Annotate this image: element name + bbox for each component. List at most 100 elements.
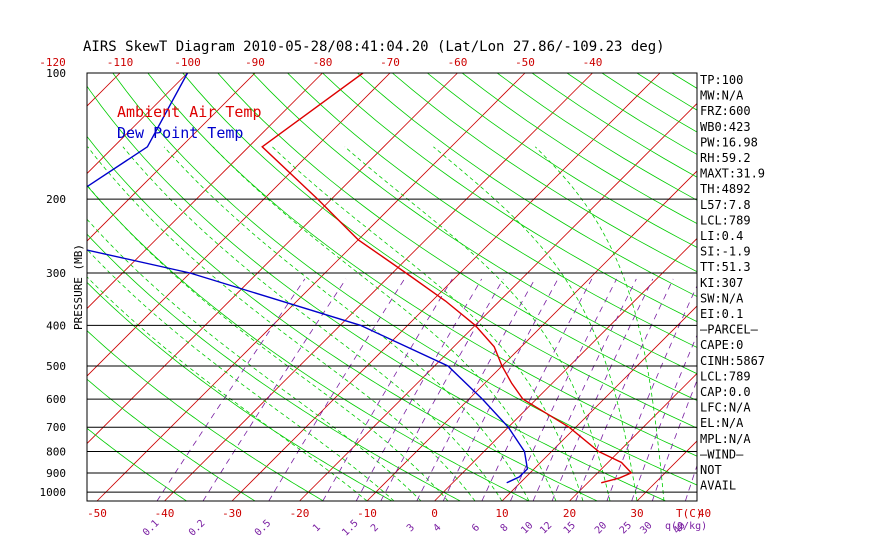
top-temp-tick-label: -40 (583, 56, 603, 69)
isotherm-line (87, 73, 458, 445)
dry-adiabat-line (182, 73, 697, 429)
plot-area (87, 73, 870, 501)
dry-adiabat-line (87, 427, 187, 501)
mixing-ratio-line (575, 278, 674, 501)
top-temp-tick-label: -100 (174, 56, 201, 69)
dry-adiabat-line (427, 73, 697, 248)
index-item: MPL:N/A (700, 432, 751, 446)
dry-adiabat-line (287, 73, 697, 348)
mixing-ratio-line (631, 334, 697, 501)
index-item: RH:59.2 (700, 151, 751, 165)
mixing-ratio-line (156, 278, 306, 501)
dry-adiabat-line (742, 73, 870, 501)
index-item: MAXT:31.9 (700, 167, 765, 181)
pressure-tick-label: 700 (46, 421, 66, 434)
index-item: MW:N/A (700, 89, 744, 103)
dry-adiabat-line (252, 73, 697, 375)
isotherm-line (96, 73, 526, 501)
isotherm-line (569, 372, 697, 501)
moist-adiabat-line (87, 146, 476, 501)
top-temp-tick-label: -80 (313, 56, 333, 69)
pressure-tick-label: 500 (46, 360, 66, 373)
index-item: CAPE:0 (700, 338, 743, 352)
index-item: EI:0.1 (700, 307, 743, 321)
index-item: LI:0.4 (700, 229, 743, 243)
bottom-temp-tick-label: 0 (431, 507, 438, 520)
dry-adiabat-line (217, 73, 697, 401)
mixing-ratio-line (416, 278, 536, 501)
mixing-ratio-label: 0.1 (141, 518, 162, 539)
mixing-ratio-label: 10 (519, 520, 535, 536)
dewpoint-temp-line (87, 73, 529, 484)
dry-adiabat-line (112, 73, 697, 486)
bottom-temp-tick-label: 20 (563, 507, 576, 520)
mixing-ratio-label: 20 (593, 520, 609, 536)
mixing-ratio-line (651, 379, 697, 501)
bottom-temp-tick-label: 30 (630, 507, 643, 520)
index-item: —PARCEL— (700, 323, 759, 337)
isotherm-line (501, 305, 697, 501)
isotherm-line (87, 73, 188, 175)
isotherm-line (87, 73, 323, 310)
mixing-ratio-label: 4 (431, 522, 443, 534)
dry-adiabat-line (847, 73, 870, 501)
mixing-ratio-label: 8 (499, 522, 511, 534)
y-axis-title: PRESSURE (MB) (72, 244, 85, 330)
legend-dewpoint: Dew Point Temp (117, 124, 243, 142)
index-item: —WIND— (700, 447, 744, 461)
dry-adiabat-line (87, 185, 530, 501)
mixing-ratio-label: 0.5 (253, 518, 274, 539)
index-item: TP:100 (700, 73, 743, 87)
isotherm-line (87, 73, 256, 242)
pressure-tick-label: 600 (46, 393, 66, 406)
legend-ambient: Ambient Air Temp (117, 103, 262, 121)
index-item: PW:16.98 (700, 135, 758, 149)
mixing-ratio-label: 0.2 (187, 518, 208, 539)
top-temp-tick-label: -70 (380, 56, 400, 69)
dry-adiabat-line (87, 233, 461, 501)
top-temp-tick-label: -50 (515, 56, 535, 69)
dry-adiabat-line (777, 73, 870, 501)
moist-adiabat-line (212, 146, 557, 501)
dry-adiabat-line (496, 73, 697, 201)
pressure-tick-label: 300 (46, 267, 66, 280)
bottom-temp-tick-label: -20 (290, 507, 310, 520)
top-temp-tick-label: -60 (448, 56, 468, 69)
isotherm-line (299, 102, 697, 501)
index-item: CINH:5867 (700, 354, 765, 368)
index-item: LCL:789 (700, 213, 751, 227)
moist-adiabat-line (87, 184, 449, 501)
mixing-ratio-label: 3 (405, 522, 417, 534)
mixing-ratio-line (481, 278, 593, 501)
dry-adiabat-line (87, 135, 598, 501)
mixing-ratio-line (202, 278, 347, 501)
pressure-tick-label: 400 (46, 319, 66, 332)
dry-adiabat-line (322, 73, 697, 323)
isotherm-line (87, 73, 121, 107)
index-item: WB0:423 (700, 120, 751, 134)
pressure-tick-label: 200 (46, 193, 66, 206)
index-item: CAP:0.0 (700, 385, 751, 399)
top-temp-tick-label: -110 (107, 56, 134, 69)
mixing-ratio-line (268, 278, 405, 501)
mixing-ratio-line (442, 278, 559, 501)
mixing-ratio-label: 1.5 (340, 518, 361, 539)
mixing-ratio-line (355, 278, 483, 501)
pressure-tick-label: 100 (46, 67, 66, 80)
index-item: TH:4892 (700, 182, 751, 196)
isotherm-line (772, 73, 870, 501)
index-item: LCL:789 (700, 369, 751, 383)
index-item: SW:N/A (700, 291, 744, 305)
mixing-ratio-line (551, 278, 654, 501)
pressure-tick-label: 900 (46, 467, 66, 480)
dry-adiabat-line (812, 73, 870, 501)
bottom-temp-tick-label: -30 (222, 507, 242, 520)
index-item: SI:-1.9 (700, 245, 751, 259)
index-item: EL:N/A (700, 416, 744, 430)
mixing-ratio-line (380, 278, 504, 501)
pressure-tick-label: 1000 (40, 486, 67, 499)
moist-adiabat-line (433, 146, 638, 501)
index-item: NOT (700, 463, 722, 477)
